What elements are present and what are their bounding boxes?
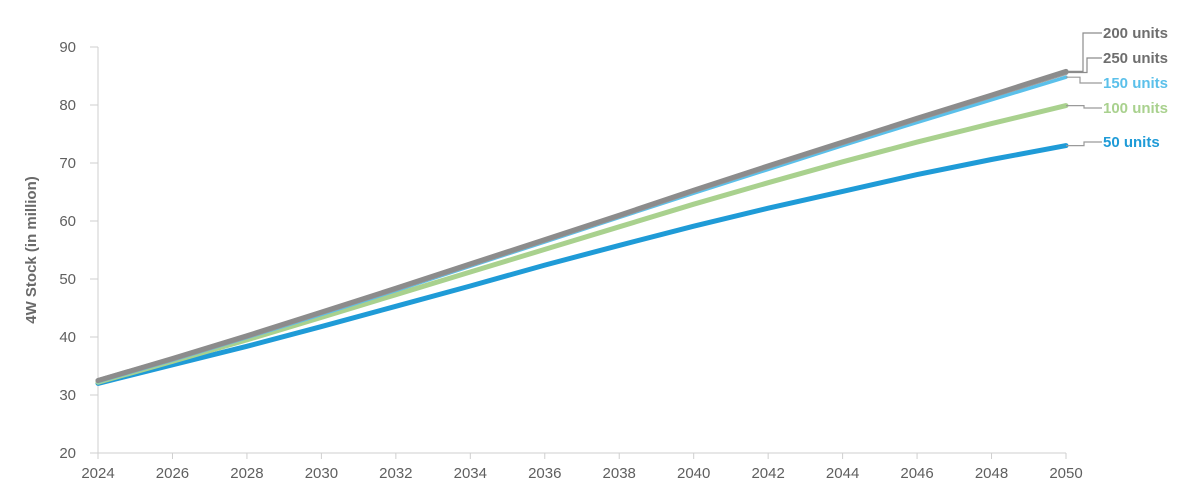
leader-line [1066,32,1102,72]
x-tick-label: 2050 [1049,465,1082,482]
y-axis-title: 4W Stock (in million) [23,176,40,324]
leader-line [1066,105,1102,109]
series-label: 50 units [1103,134,1160,151]
series-line-200-units [95,68,1069,383]
y-tick-label: 20 [59,445,76,462]
x-tick-label: 2028 [230,465,263,482]
x-tick-label: 2034 [454,465,487,482]
axes [97,47,1066,454]
y-tick-label: 60 [59,213,76,230]
y-axis-ticks: 20 30 40 50 60 70 80 90 [59,39,98,462]
y-tick-label: 70 [59,155,76,172]
leader-line [1066,57,1102,74]
series-label: 150 units [1103,75,1168,92]
series-label: 200 units [1103,25,1168,42]
x-tick-label: 2038 [603,465,636,482]
series-line-50-units [95,143,1069,386]
y-tick-label: 30 [59,387,76,404]
x-tick-label: 2032 [379,465,412,482]
x-tick-label: 2044 [826,465,859,482]
y-tick-label: 40 [59,329,76,346]
x-tick-label: 2040 [677,465,710,482]
series-label: 250 units [1103,50,1168,67]
y-tick-label: 50 [59,271,76,288]
series-line-100-units [95,103,1069,385]
series-label: 100 units [1103,100,1168,117]
series-labels: 200 units 250 units 150 units 100 units 50 u… [1066,25,1168,151]
x-tick-label: 2030 [305,465,338,482]
x-tick-label: 2024 [81,465,114,482]
x-tick-label: 2046 [900,465,933,482]
x-tick-label: 2026 [156,465,189,482]
y-tick-label: 80 [59,97,76,114]
series-lines [95,68,1069,386]
x-tick-label: 2048 [975,465,1008,482]
x-tick-label: 2042 [751,465,784,482]
x-axis-ticks: 2024 2026 2028 2030 2032 2034 2036 2038 2040 2042… [81,453,1083,482]
leader-line [1066,141,1102,147]
x-tick-label: 2036 [528,465,561,482]
y-tick-label: 90 [59,39,76,56]
leader-line [1066,76,1102,84]
